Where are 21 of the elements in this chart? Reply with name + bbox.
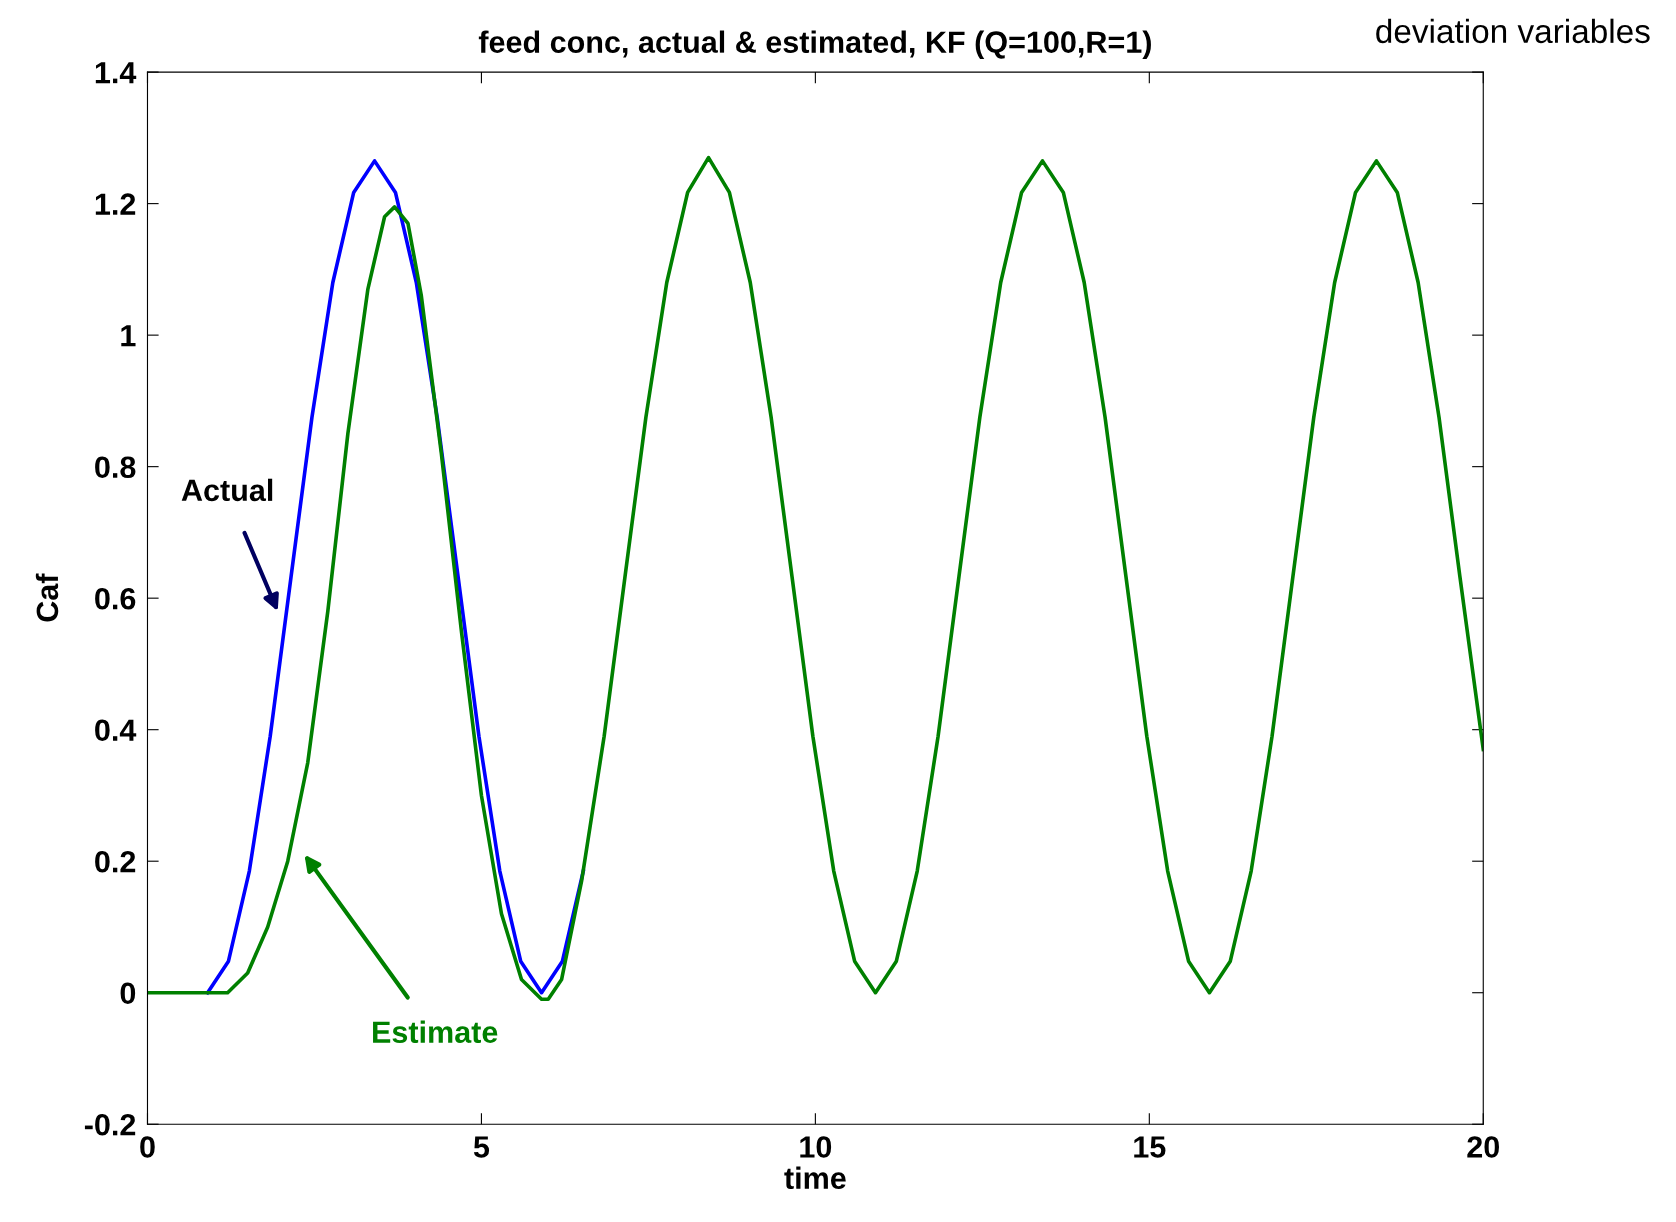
x-tick-label: 15: [1134, 1136, 1166, 1158]
y-tick-label: -0.2: [84, 1113, 136, 1136]
y-tick-label: 0.2: [95, 850, 136, 873]
y-tick-label: 1.2: [95, 193, 136, 215]
x-tick-label: 20: [1467, 1136, 1499, 1158]
y-tick-label: 0.4: [95, 719, 137, 742]
y-tick-label: 0.6: [95, 587, 136, 610]
x-axis-title: time: [784, 1166, 846, 1190]
x-tick-label: 5: [473, 1136, 490, 1158]
text: deviation variables: [1376, 18, 1650, 44]
annotation: Estimate: [373, 1020, 498, 1044]
y-tick-label: 0.8: [95, 456, 136, 479]
y-tick-label: 1.4: [95, 62, 137, 84]
chart-title: feed conc, actual & estimated, KF (Q=100,R=1): [478, 30, 1151, 59]
line-series: [147, 155, 1484, 1002]
x-tick-label: 10: [800, 1136, 832, 1158]
annotation: Actual: [181, 478, 273, 502]
y-tick-label: 0: [120, 982, 136, 1005]
y-tick-label: 1: [121, 325, 136, 347]
x-tick-label: 0: [140, 1136, 155, 1158]
y-axis-title: Caf: [35, 573, 59, 622]
